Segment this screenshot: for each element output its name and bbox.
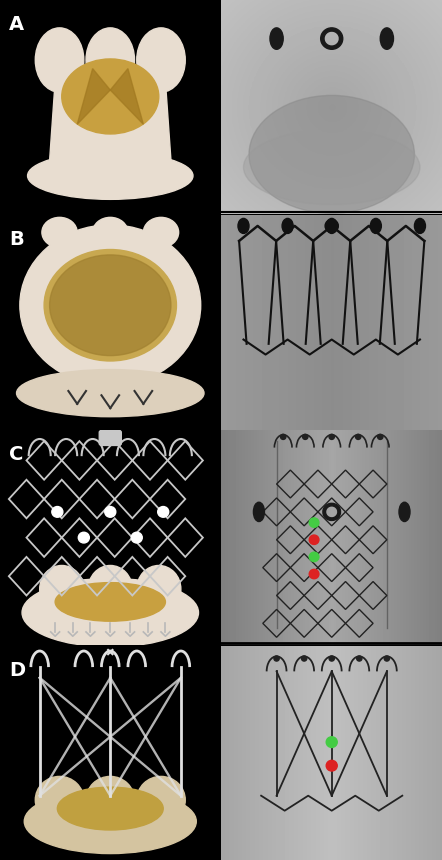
Text: B: B xyxy=(9,230,23,249)
Circle shape xyxy=(326,737,337,747)
Circle shape xyxy=(326,760,337,771)
Ellipse shape xyxy=(93,218,128,248)
Ellipse shape xyxy=(415,218,426,233)
Ellipse shape xyxy=(88,566,132,612)
Circle shape xyxy=(78,532,89,543)
Circle shape xyxy=(158,507,169,517)
Circle shape xyxy=(357,656,362,661)
Circle shape xyxy=(309,518,319,527)
Ellipse shape xyxy=(20,224,201,385)
Polygon shape xyxy=(77,69,110,125)
Ellipse shape xyxy=(137,28,185,92)
Circle shape xyxy=(105,507,116,517)
Circle shape xyxy=(281,434,286,439)
Circle shape xyxy=(329,434,334,439)
Ellipse shape xyxy=(270,28,283,49)
Ellipse shape xyxy=(44,249,176,361)
Polygon shape xyxy=(49,82,172,175)
Ellipse shape xyxy=(127,77,145,103)
Ellipse shape xyxy=(249,95,415,213)
Circle shape xyxy=(355,434,361,439)
Ellipse shape xyxy=(137,777,185,824)
Ellipse shape xyxy=(27,152,193,200)
Circle shape xyxy=(309,569,319,579)
Ellipse shape xyxy=(380,28,393,49)
Circle shape xyxy=(309,552,319,562)
Ellipse shape xyxy=(35,777,84,824)
Ellipse shape xyxy=(399,502,410,521)
Circle shape xyxy=(52,507,63,517)
Circle shape xyxy=(377,434,383,439)
Ellipse shape xyxy=(24,789,196,854)
Ellipse shape xyxy=(42,218,77,248)
Circle shape xyxy=(274,656,279,661)
Text: D: D xyxy=(9,660,25,679)
Ellipse shape xyxy=(143,218,179,248)
Circle shape xyxy=(329,656,334,661)
Polygon shape xyxy=(110,69,143,125)
Ellipse shape xyxy=(57,787,163,830)
Ellipse shape xyxy=(326,218,337,233)
Ellipse shape xyxy=(137,566,181,612)
Circle shape xyxy=(131,532,142,543)
Circle shape xyxy=(301,656,307,661)
Ellipse shape xyxy=(55,582,165,621)
Ellipse shape xyxy=(62,59,159,134)
Ellipse shape xyxy=(244,130,420,205)
Ellipse shape xyxy=(31,158,190,197)
FancyBboxPatch shape xyxy=(99,430,121,445)
Text: C: C xyxy=(9,445,23,464)
Ellipse shape xyxy=(35,28,84,92)
Ellipse shape xyxy=(16,370,204,417)
Ellipse shape xyxy=(76,77,94,103)
Circle shape xyxy=(309,535,319,544)
Circle shape xyxy=(303,434,308,439)
Ellipse shape xyxy=(40,566,84,612)
Ellipse shape xyxy=(86,777,134,824)
Ellipse shape xyxy=(282,218,293,233)
Ellipse shape xyxy=(50,255,171,356)
Circle shape xyxy=(384,656,389,661)
Ellipse shape xyxy=(370,218,381,233)
Ellipse shape xyxy=(253,502,264,521)
Text: A: A xyxy=(9,15,24,34)
Ellipse shape xyxy=(22,578,198,647)
Ellipse shape xyxy=(86,28,134,92)
Ellipse shape xyxy=(238,218,249,233)
